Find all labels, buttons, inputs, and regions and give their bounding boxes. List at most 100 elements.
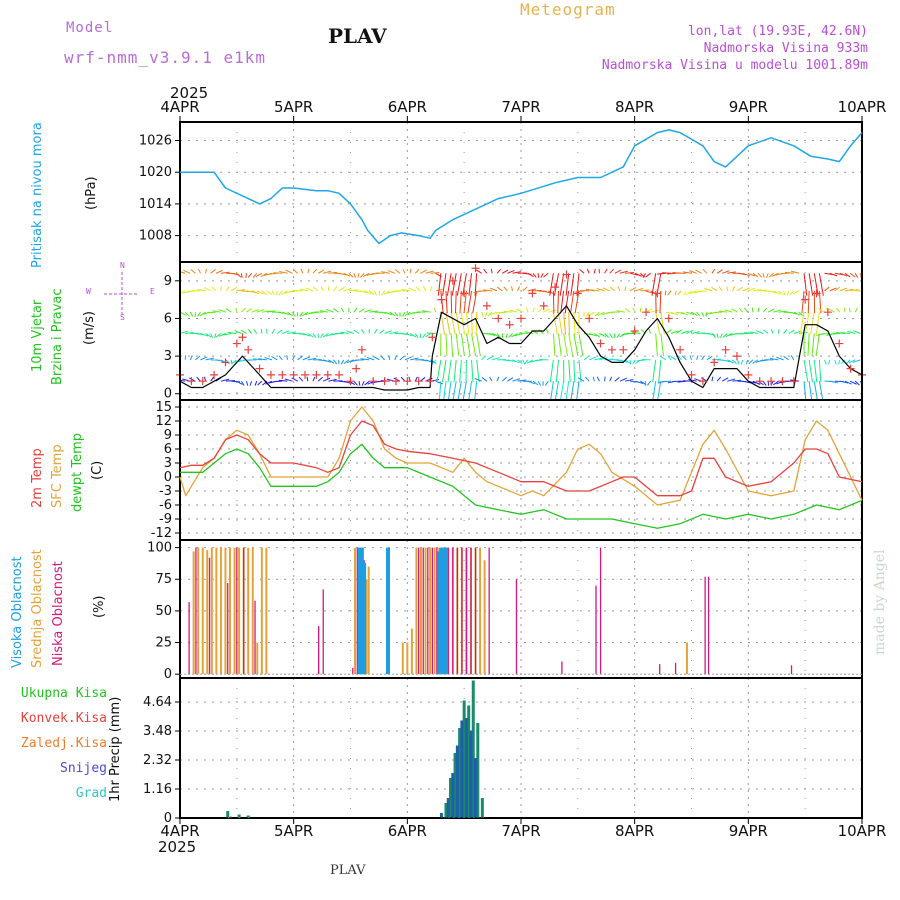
wind-arrow xyxy=(829,272,838,277)
y-tick-label: 0 xyxy=(164,470,172,485)
wind-panel-frame xyxy=(179,261,863,401)
mid-cloud-bar xyxy=(201,547,204,675)
wind-arrow xyxy=(706,355,713,361)
wind-arrow xyxy=(793,330,802,334)
wind-arrow xyxy=(512,359,520,364)
wind-arrow xyxy=(384,330,392,334)
wind-arrow xyxy=(757,289,767,292)
wind-arrow xyxy=(657,272,666,275)
wind-arrow xyxy=(834,286,841,292)
wind-arrow xyxy=(333,286,338,292)
low-cloud-bar xyxy=(674,662,677,675)
wind-arrow xyxy=(691,331,700,334)
wind-arrow xyxy=(688,378,697,382)
wind-arrow xyxy=(501,376,507,382)
wind-arrow xyxy=(847,330,856,334)
x-tick-label-top: 4APR xyxy=(160,98,199,116)
wind-arrow xyxy=(808,273,814,296)
wind-arrow xyxy=(650,309,659,313)
wind-arrow xyxy=(532,380,539,386)
x-tick-label-top: 9APR xyxy=(729,98,768,116)
wind-arrow xyxy=(585,288,595,292)
wind-arrow xyxy=(727,271,736,274)
y-tick-label: 15 xyxy=(155,400,172,415)
wind-arrow xyxy=(588,311,595,317)
wind-arrow xyxy=(180,272,181,274)
wind-arrow xyxy=(323,359,331,363)
low-cloud-bar xyxy=(488,547,490,675)
gust-marker xyxy=(607,345,616,354)
wind-arrow xyxy=(507,269,515,274)
wind-arrow xyxy=(323,377,331,382)
wind-arrow xyxy=(568,333,574,356)
wind-arrow xyxy=(353,307,358,313)
wind-arrow xyxy=(711,333,717,338)
wind-arrow xyxy=(446,273,452,296)
wind-arrow xyxy=(180,311,187,316)
gust-marker xyxy=(210,370,219,379)
wind-arrow xyxy=(326,333,334,337)
wind-arrow xyxy=(824,359,827,365)
wind-arrow xyxy=(682,271,692,274)
wind-arrow xyxy=(357,273,360,278)
wind-arrow xyxy=(768,290,777,294)
wind-arrow xyxy=(338,286,345,292)
wind-arrow xyxy=(642,273,646,278)
wind-arrow xyxy=(659,355,667,361)
wind-arrow xyxy=(686,290,692,295)
mid-cloud-bar xyxy=(429,547,432,675)
wind-arrow xyxy=(727,359,734,364)
gust-marker xyxy=(664,314,673,323)
wind-arrow xyxy=(326,308,334,313)
wind-arrow xyxy=(379,329,385,334)
mid-cloud-bar xyxy=(365,579,368,675)
wind-arrow xyxy=(481,377,488,382)
total-rain-bar xyxy=(226,811,230,818)
wind-arrow xyxy=(343,288,352,292)
wind-arrow xyxy=(778,310,788,313)
wind-arrow xyxy=(323,270,332,274)
wind-arrow xyxy=(841,332,851,335)
y-tick-label: 1026 xyxy=(139,133,172,148)
y-tick-label: -9 xyxy=(159,512,172,527)
wind-arrow xyxy=(762,307,768,313)
y-tick-label: 3.48 xyxy=(143,724,172,739)
wind-arrow xyxy=(686,311,695,316)
low-cloud-bar xyxy=(595,585,597,675)
wind-arrow xyxy=(247,329,253,334)
wind-arrow xyxy=(724,309,733,313)
wind-arrow xyxy=(549,273,554,296)
wind-arrow xyxy=(597,311,605,316)
wind-arrow xyxy=(578,333,584,356)
compass-e: E xyxy=(150,287,155,296)
wind-arrow xyxy=(563,312,567,335)
wind-arrow xyxy=(180,330,188,334)
y-tick-label: 75 xyxy=(155,572,172,587)
low-cloud-bar xyxy=(461,547,463,675)
mid-cloud-bar xyxy=(410,628,413,675)
wind-arrow xyxy=(266,290,273,296)
wind-arrow xyxy=(516,308,523,313)
wind-arrow xyxy=(815,333,820,356)
wind-arrow xyxy=(189,311,194,317)
wind-arrow xyxy=(215,333,222,338)
y-tick-label: 0 xyxy=(164,811,172,826)
gust-marker xyxy=(426,377,435,386)
wind-arrow xyxy=(624,308,631,313)
wind-arrow xyxy=(583,355,590,361)
low-cloud-bar xyxy=(456,547,458,675)
mid-cloud-bar xyxy=(251,547,254,675)
wind-arrow xyxy=(559,273,565,296)
low-cloud-bar xyxy=(195,547,197,675)
wind-arrow xyxy=(596,288,605,292)
wind-arrow xyxy=(807,290,810,314)
wind-arrow xyxy=(681,355,687,361)
wind-arrow xyxy=(635,380,644,384)
snow-bar xyxy=(464,718,468,818)
wind-arrow xyxy=(594,333,601,338)
wind-arrow xyxy=(404,333,413,337)
gust-marker xyxy=(221,358,230,367)
wind-arrow xyxy=(387,290,395,294)
wind-arrow xyxy=(844,380,852,385)
wind-arrow xyxy=(670,330,679,334)
